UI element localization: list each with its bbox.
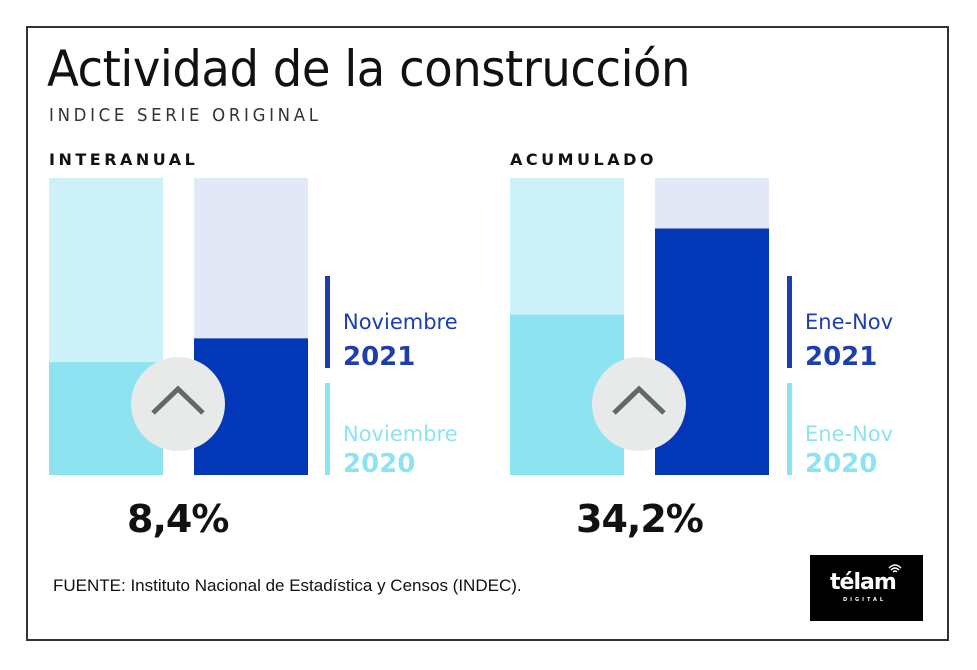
panel-label-acumulado: ACUMULADO — [510, 150, 657, 169]
legend-current-period: Ene-Nov — [805, 310, 894, 334]
legend-previous-year: 2020 — [343, 449, 416, 479]
source-note: FUENTE: Instituto Nacional de Estadístic… — [53, 576, 522, 595]
chevron-up-icon — [151, 385, 205, 415]
legend-marker-current — [325, 276, 330, 368]
change-value-interanual: 8,4% — [127, 497, 229, 541]
trend-badge — [592, 357, 686, 451]
change-value-acumulado: 34,2% — [576, 497, 704, 541]
chart-title: Actividad de la construcción — [47, 40, 691, 98]
infographic-frame — [26, 26, 949, 641]
panel-label-interanual: INTERANUAL — [49, 150, 199, 169]
logo-subtitle: DIGITAL — [843, 597, 887, 603]
chevron-up-icon — [612, 385, 666, 415]
legend-marker-previous — [787, 383, 792, 475]
legend-previous-year: 2020 — [805, 449, 878, 479]
bar-current — [655, 228, 769, 475]
chart-subtitle: INDICE SERIE ORIGINAL — [49, 105, 322, 126]
logo-wordmark: télam — [830, 570, 897, 595]
legend-previous-period: Noviembre — [343, 422, 458, 446]
legend-marker-previous — [325, 383, 330, 475]
legend-marker-current — [787, 276, 792, 368]
legend-current-period: Noviembre — [343, 310, 458, 334]
legend-current-year: 2021 — [805, 342, 878, 372]
legend-current-year: 2021 — [343, 342, 416, 372]
signal-icon — [888, 564, 902, 573]
legend-previous-period: Ene-Nov — [805, 422, 894, 446]
telam-logo: télam DIGITAL — [810, 555, 923, 621]
trend-badge — [131, 357, 225, 451]
